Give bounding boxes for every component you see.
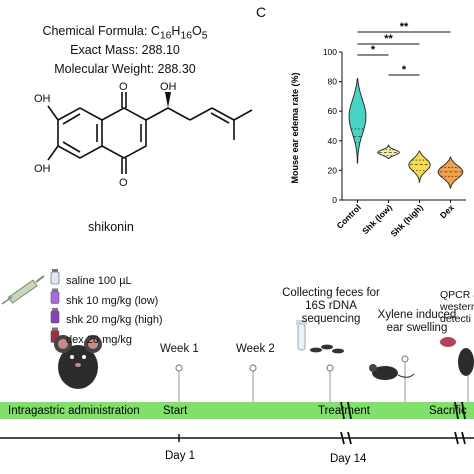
y-tick-label: 60 xyxy=(328,106,338,116)
vial-icon xyxy=(50,310,60,324)
dosing-item: shk 10 mg/kg (low) xyxy=(66,294,159,307)
organ-icon xyxy=(440,337,456,347)
significance-label: * xyxy=(402,64,407,76)
week1-marker xyxy=(175,364,183,372)
axis-break-right xyxy=(347,431,352,445)
y-axis-label: Mouse ear edema rate (%) xyxy=(290,72,300,183)
dosing-item: shk 20 mg/kg (high) xyxy=(66,314,163,326)
axis-break-left xyxy=(340,431,345,445)
week2-label: Week 2 xyxy=(236,343,275,355)
dosing-item: saline 100 µL xyxy=(66,275,132,287)
violin-2 xyxy=(408,150,431,183)
side-chain-hydroxyl-label: OH xyxy=(160,81,177,93)
small-mouse-icon xyxy=(369,364,415,380)
vial-cap-icon xyxy=(52,308,58,311)
dosing-legend: saline 100 µL shk 10 mg/kg (low) shk 20 mg… xyxy=(66,272,163,350)
panel-letter: C xyxy=(256,4,267,20)
vial-cap-icon xyxy=(52,288,58,292)
carbonyl-label-top: O xyxy=(119,81,128,93)
significance-label: * xyxy=(371,44,376,56)
vial-icon xyxy=(50,291,60,304)
compound-name: shikonin xyxy=(88,220,134,234)
exact-mass: Exact Mass: 288.10 xyxy=(70,43,180,57)
violin-3 xyxy=(437,156,464,189)
sacrifice-mouse-icon xyxy=(458,348,474,376)
significance-label: ** xyxy=(384,33,393,45)
mouse-icon xyxy=(54,335,102,389)
x-tick-label: Shk (high) xyxy=(388,202,425,239)
significance-label: ** xyxy=(400,21,409,33)
y-tick-label: 20 xyxy=(328,165,338,175)
bar-left-label: Intragastric administration xyxy=(8,405,140,417)
violin-1 xyxy=(377,144,400,160)
y-tick-label: 0 xyxy=(332,195,337,205)
feces-icon xyxy=(310,344,344,354)
day14-label: Day 14 xyxy=(330,453,367,465)
xylene-marker xyxy=(401,355,409,363)
xylene-label: Xylene induced ear swelling xyxy=(377,309,457,334)
chemical-formula: Chemical Formula: C16H16O5 xyxy=(42,24,208,42)
start-label: Start xyxy=(163,405,188,417)
syringe-icon xyxy=(1,275,45,305)
molecular-weight: Molecular Weight: 288.30 xyxy=(54,62,196,76)
hydroxyl-label-bottom: OH xyxy=(34,163,51,175)
vial-icon xyxy=(50,271,60,285)
carbonyl-label-bottom: O xyxy=(119,177,128,189)
x-tick-label: Dex xyxy=(438,202,456,220)
x-tick-label: Control xyxy=(334,202,362,230)
vial-cap-icon xyxy=(52,327,58,331)
day1-label: Day 1 xyxy=(165,450,195,462)
timeline-diagram: Intragastric administration Start Treatm… xyxy=(0,269,474,465)
feces-marker xyxy=(326,364,334,372)
quinone-ring xyxy=(101,107,147,159)
sacrifice-label: Sacrific xyxy=(429,405,467,417)
hydroxyl-label-top: OH xyxy=(34,93,51,105)
week1-label: Week 1 xyxy=(160,343,199,355)
shikonin-structure: OH OH O O OH xyxy=(34,81,253,189)
vial-cap-icon xyxy=(52,269,58,272)
sample-tube-icon xyxy=(296,320,307,351)
violin-0 xyxy=(348,78,367,164)
y-tick-label: 80 xyxy=(328,77,338,87)
aromatic-ring xyxy=(57,107,103,159)
y-tick-label: 40 xyxy=(328,136,338,146)
feces-collection-label: Collecting feces for 16S rDNA sequencing xyxy=(282,287,380,325)
y-tick-label: 100 xyxy=(323,47,337,57)
stereo-wedge xyxy=(165,92,171,108)
dosing-item: dex 20 mg/kg xyxy=(66,333,133,346)
timeline-bar xyxy=(0,402,474,419)
treatment-label: Treatment xyxy=(318,405,371,417)
qpcr-label: QPCR a western detecti xyxy=(440,289,474,325)
week2-marker xyxy=(249,364,257,372)
